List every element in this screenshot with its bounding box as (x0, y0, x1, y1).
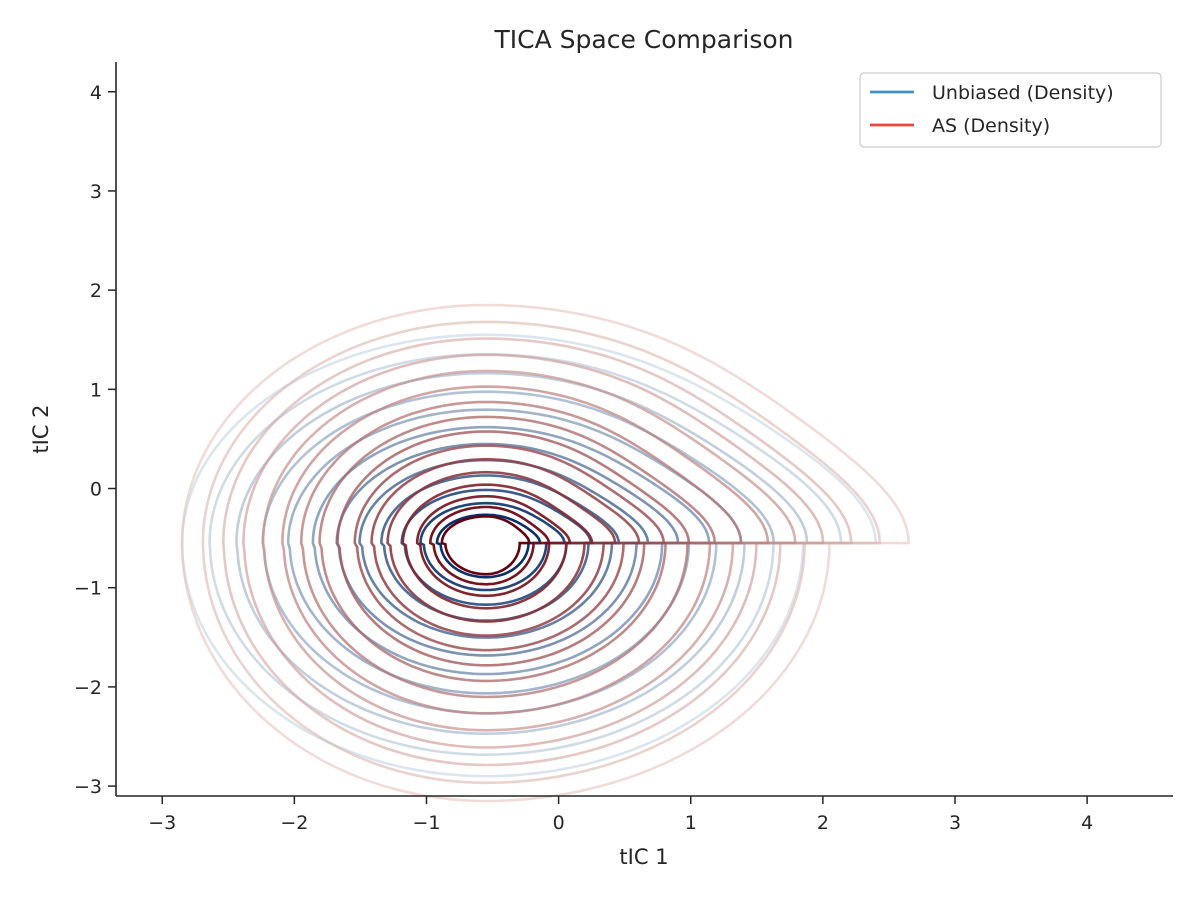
y-tick-label: 0 (90, 479, 102, 501)
as-density-contour (242, 353, 825, 749)
x-tick-label: −2 (280, 812, 308, 834)
legend-entry-unbiased: Unbiased (Density) (932, 82, 1114, 104)
y-tick-label: 4 (90, 82, 102, 104)
x-tick-label: 3 (949, 812, 961, 834)
x-axis-ticks: −3 −2 −1 0 1 2 3 4 (148, 796, 1093, 834)
as-density-contour (299, 400, 743, 699)
x-tick-label: 2 (817, 812, 829, 834)
as-density-contour (415, 495, 572, 598)
y-tick-label: 3 (90, 181, 102, 203)
y-axis-label: tIC 2 (29, 404, 53, 453)
y-axis-ticks: −3 −2 −1 0 1 2 3 4 (74, 82, 116, 798)
as-density-contour (261, 369, 797, 732)
unbiased-density-contour (435, 513, 542, 579)
y-tick-label: 2 (90, 280, 102, 302)
contour-plot-area (180, 303, 911, 803)
unbiased-density-contour (286, 408, 743, 695)
as-density-contour (336, 430, 691, 667)
x-tick-label: 4 (1081, 812, 1093, 834)
as-density-contour (201, 320, 882, 785)
unbiased-density-contour (419, 501, 566, 592)
y-tick-label: 1 (90, 379, 102, 401)
unbiased-density-contour (311, 425, 711, 676)
y-tick-label: −2 (74, 677, 102, 699)
legend-entry-as: AS (Density) (932, 115, 1050, 137)
as-density-contour (281, 385, 770, 715)
as-density-contour (180, 303, 911, 803)
x-tick-label: −3 (148, 812, 176, 834)
as-density-contour (318, 415, 717, 683)
y-tick-label: −1 (74, 578, 102, 600)
as-density-contour (370, 457, 641, 637)
as-density-contour (428, 505, 551, 586)
y-tick-label: −3 (74, 776, 102, 798)
unbiased-density-contour (208, 352, 843, 757)
legend-frame (859, 72, 1162, 148)
x-tick-label: 0 (553, 812, 565, 834)
as-density-contour (440, 515, 531, 576)
x-tick-label: 1 (685, 812, 697, 834)
chart-title: TICA Space Comparison (494, 25, 794, 54)
legend: Unbiased (Density) AS (Density) (859, 72, 1162, 148)
x-tick-label: −1 (412, 812, 440, 834)
as-density-contour (401, 483, 594, 610)
as-density-contour (386, 470, 617, 623)
x-axis-label: tIC 1 (619, 845, 668, 869)
as-density-contour (221, 337, 853, 767)
as-density-contour (353, 444, 666, 652)
